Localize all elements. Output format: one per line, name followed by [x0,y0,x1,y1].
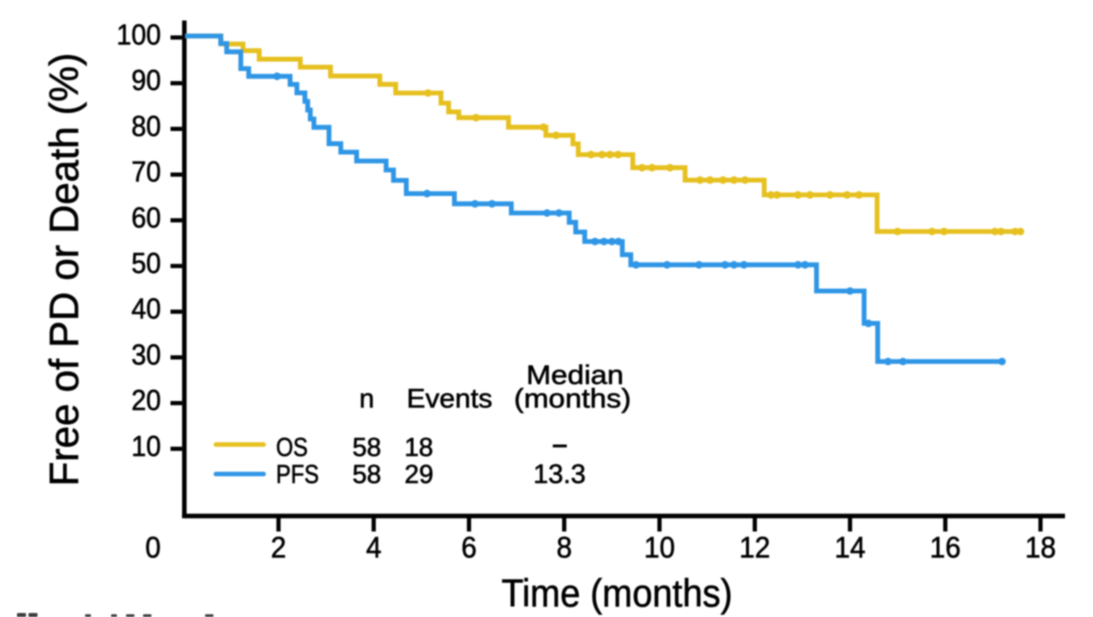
svg-text:16: 16 [930,532,961,565]
svg-text:0: 0 [145,532,161,565]
svg-text:80: 80 [131,110,161,142]
svg-text:90: 90 [131,64,161,96]
svg-text:2: 2 [271,532,287,565]
svg-text:14: 14 [834,532,865,565]
svg-text:100: 100 [116,18,161,50]
svg-text:OS: OS [276,433,308,462]
svg-text:(months): (months) [514,384,631,414]
svg-text:58: 58 [352,459,381,489]
svg-text:29: 29 [405,459,434,489]
svg-text:18: 18 [1025,532,1056,565]
svg-text:Free of PD or Death (%): Free of PD or Death (%) [41,53,87,487]
svg-text:10: 10 [131,430,161,462]
svg-text:30: 30 [131,338,161,370]
svg-text:n: n [359,384,374,414]
svg-text:PFS: PFS [276,460,319,489]
svg-text:8: 8 [556,532,572,565]
svg-text:Median: Median [526,360,623,390]
svg-text:58: 58 [352,432,381,462]
svg-text:Events: Events [407,383,493,413]
svg-text:4: 4 [366,532,382,565]
svg-text:Time (months): Time (months) [501,571,732,615]
svg-text:60: 60 [131,201,161,233]
svg-text:12: 12 [739,532,770,565]
svg-text:40: 40 [131,293,161,325]
svg-text:10: 10 [644,532,675,565]
svg-text:13.3: 13.3 [533,459,586,489]
svg-text:18: 18 [404,432,433,462]
svg-text:20: 20 [131,384,161,416]
svg-text:50: 50 [131,247,161,279]
svg-text:6: 6 [461,532,477,565]
svg-text:70: 70 [131,156,161,188]
